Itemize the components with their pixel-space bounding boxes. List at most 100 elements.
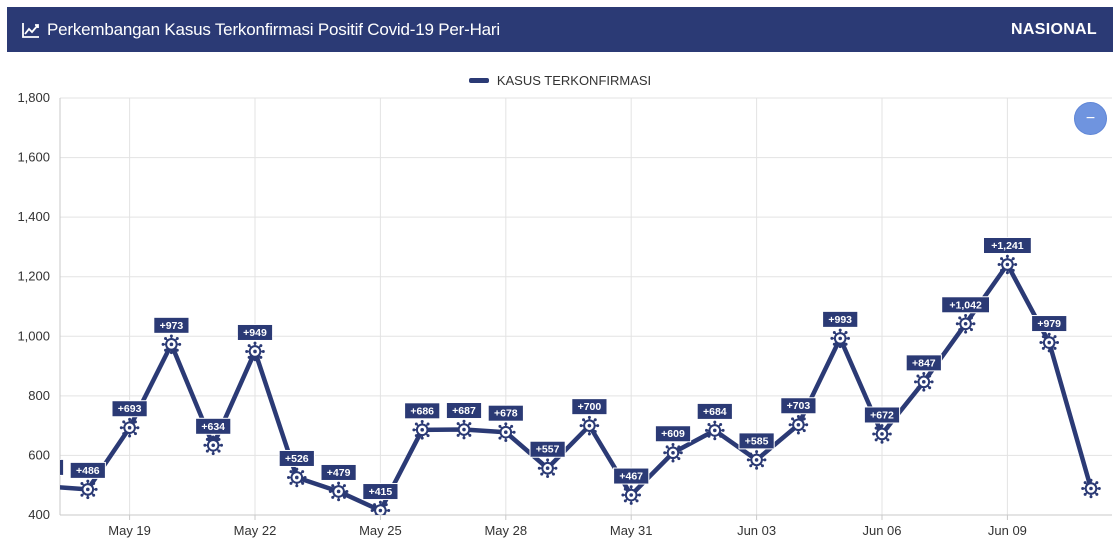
virus-core xyxy=(713,428,717,433)
virus-spike-tip xyxy=(1011,257,1015,261)
data-label-box xyxy=(236,323,274,341)
legend[interactable]: KASUS TERKONFIRMASI xyxy=(0,70,1120,90)
virus-spike-tip xyxy=(1097,486,1101,490)
virus-spike-tip xyxy=(253,358,257,362)
virus-spike-tip xyxy=(169,334,173,338)
data-label-box xyxy=(696,402,733,420)
virus-spike-tip xyxy=(512,430,516,434)
data-label-box xyxy=(69,461,106,479)
virus-spike-tip xyxy=(635,487,639,491)
virus-spike-tip xyxy=(301,481,305,485)
data-label: +1,042 xyxy=(941,296,991,314)
data-label-text: +687 xyxy=(452,405,476,417)
virus-spike-tip xyxy=(554,466,558,470)
virus-spike-tip xyxy=(916,386,920,390)
data-label: +700 xyxy=(571,398,608,416)
virus-spike-tip xyxy=(1053,335,1057,339)
virus-spike-tip xyxy=(1014,263,1018,267)
data-label: +496 xyxy=(60,458,65,476)
data-label: +686 xyxy=(404,402,441,420)
virus-spike-tip xyxy=(838,328,842,332)
minus-icon: − xyxy=(1085,109,1096,127)
virus-spike-tip xyxy=(551,472,555,476)
virus-spike-tip xyxy=(928,374,932,378)
chart-header: Perkembangan Kasus Terkonfirmasi Positif… xyxy=(7,7,1113,52)
virus-spike-tip xyxy=(205,449,209,453)
virus-spike-tip xyxy=(874,438,878,442)
virus-spike-tip xyxy=(468,433,472,437)
virus-spike-tip xyxy=(80,482,84,486)
virus-marker-icon xyxy=(36,477,56,497)
virus-spike-tip xyxy=(136,426,140,430)
virus-marker-icon xyxy=(746,450,767,470)
y-tick-label: 1,800 xyxy=(17,90,50,105)
data-label-box xyxy=(195,417,232,435)
x-tick-label: May 19 xyxy=(108,523,151,538)
virus-spike-tip xyxy=(969,316,973,320)
zoom-out-button[interactable]: − xyxy=(1074,102,1107,135)
data-label-box xyxy=(278,449,315,467)
data-label: +979 xyxy=(1031,315,1068,333)
data-label: +949 xyxy=(236,323,274,341)
virus-spike-tip xyxy=(969,328,973,332)
header-left: Perkembangan Kasus Terkonfirmasi Positif… xyxy=(21,20,500,40)
virus-spike-tip xyxy=(886,426,890,430)
data-label-box xyxy=(863,406,901,424)
virus-marker-icon xyxy=(78,479,98,500)
virus-spike-tip xyxy=(928,386,932,390)
virus-spike-tip xyxy=(337,498,341,502)
virus-spike-tip xyxy=(253,341,257,345)
data-label-text: +973 xyxy=(160,320,184,332)
virus-marker-icon xyxy=(1081,478,1101,499)
virus-marker-icon xyxy=(955,313,976,334)
data-label: +993 xyxy=(822,310,859,328)
virus-spike-tip xyxy=(958,328,962,332)
virus-core xyxy=(336,489,341,494)
x-tick-label: Jun 03 xyxy=(737,523,776,538)
virus-spike-tip xyxy=(1083,492,1087,496)
virus-spike-tip xyxy=(665,457,669,461)
virus-spike-tip xyxy=(122,432,126,436)
virus-spike-tip xyxy=(844,342,848,346)
y-tick-label: 1,000 xyxy=(17,328,50,343)
virus-core xyxy=(796,422,801,427)
virus-spike-tip xyxy=(454,428,458,432)
virus-spike-tip xyxy=(838,345,842,349)
data-label: +557 xyxy=(529,440,566,458)
virus-spike-tip xyxy=(805,423,809,427)
virus-spike-tip xyxy=(746,458,750,462)
data-label-box xyxy=(153,316,190,334)
virus-marker-icon xyxy=(454,419,474,440)
data-label: +526 xyxy=(278,449,315,467)
virus-spike-tip xyxy=(997,263,1001,267)
virus-spike-tip xyxy=(1039,341,1043,345)
data-label-box xyxy=(905,354,942,372)
data-label-text: +526 xyxy=(285,453,309,465)
virus-core xyxy=(880,432,884,436)
virus-spike-tip xyxy=(788,423,792,427)
virus-spike-tip xyxy=(289,470,293,474)
virus-core xyxy=(754,458,759,462)
data-label: +672 xyxy=(863,406,901,424)
virus-core xyxy=(838,336,842,341)
virus-spike-tip xyxy=(1095,492,1099,496)
data-label-text: +486 xyxy=(76,465,100,477)
virus-spike-tip xyxy=(760,452,764,456)
virus-marker-icon xyxy=(830,328,850,349)
x-tick-label: May 28 xyxy=(484,523,527,538)
series-line xyxy=(60,262,1094,513)
virus-spike-tip xyxy=(303,475,307,479)
virus-spike-tip xyxy=(623,487,627,491)
virus-spike-tip xyxy=(295,484,299,488)
virus-spike-tip xyxy=(420,420,424,424)
data-label: +634 xyxy=(195,417,232,435)
virus-spike-tip xyxy=(679,451,683,455)
virus-spike-tip xyxy=(796,414,800,418)
data-label-text: +609 xyxy=(661,428,685,440)
virus-spike-tip xyxy=(259,355,263,359)
data-label: +609 xyxy=(654,425,692,443)
virus-spike-tip xyxy=(1000,268,1004,272)
virus-spike-tip xyxy=(295,467,299,471)
virus-spike-tip xyxy=(345,489,349,493)
